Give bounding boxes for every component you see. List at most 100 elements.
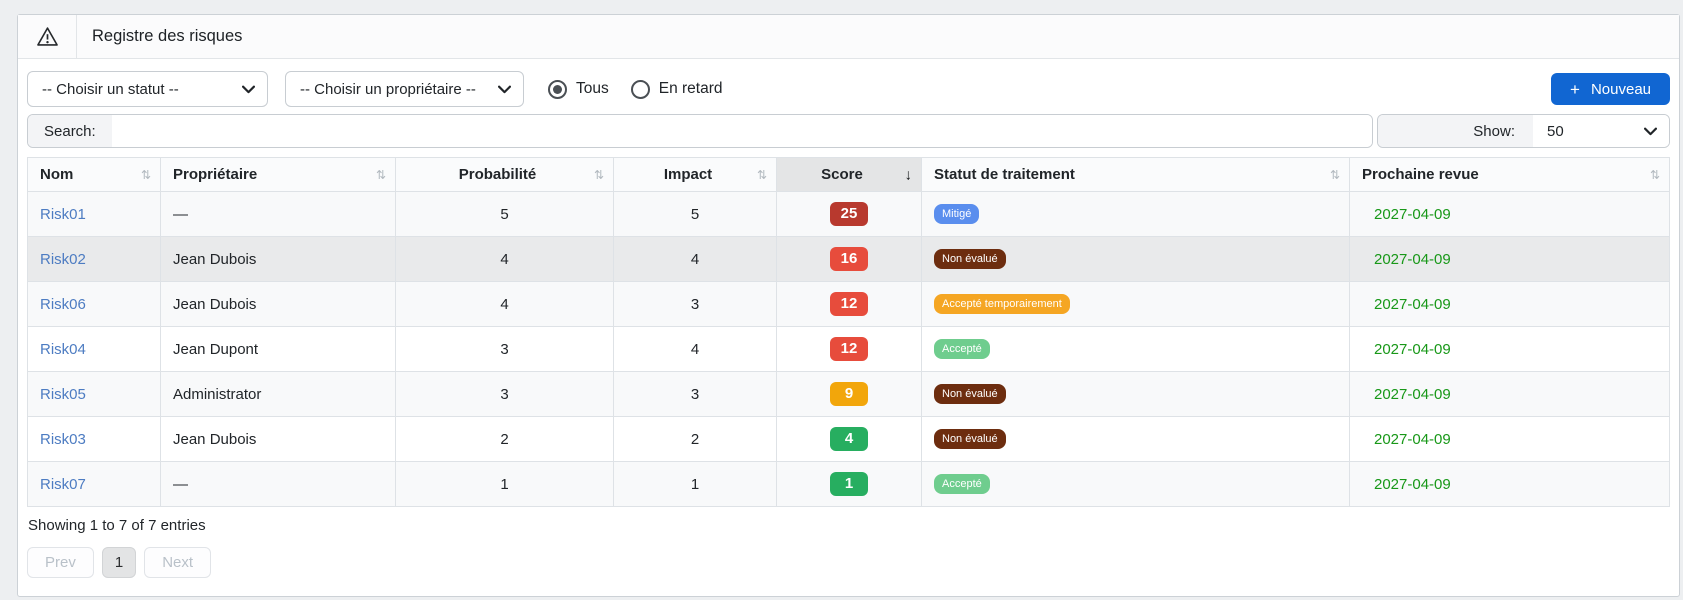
pagination-page-1-button[interactable]: 1 xyxy=(101,547,137,578)
risk-link[interactable]: Risk01 xyxy=(40,205,86,223)
show-group: Show: 50 xyxy=(1377,114,1670,148)
next-review-cell: 2027-04-09 xyxy=(1349,461,1670,507)
score-badge: 25 xyxy=(830,202,868,226)
sort-icon: ⇅ xyxy=(1329,167,1340,182)
risk-table: Nom ⇅ Propriétaire ⇅ Probabilité ⇅ Imp xyxy=(27,157,1670,507)
statut-cell: Non évalué xyxy=(921,236,1350,282)
risk-link[interactable]: Risk07 xyxy=(40,475,86,493)
pagination: Prev 1 Next xyxy=(27,547,1670,578)
statut-cell: Mitigé xyxy=(921,191,1350,237)
column-header-score[interactable]: Score ↓ xyxy=(776,157,922,192)
score-badge: 1 xyxy=(830,472,868,496)
risk-name-cell: Risk07 xyxy=(27,461,161,507)
owner-cell: — xyxy=(160,191,396,237)
risk-link[interactable]: Risk06 xyxy=(40,295,86,313)
score-cell: 4 xyxy=(776,416,922,462)
score-badge: 9 xyxy=(830,382,868,406)
column-header-proprietaire[interactable]: Propriétaire ⇅ xyxy=(160,157,396,192)
new-risk-button-label: Nouveau xyxy=(1590,80,1651,98)
warning-icon xyxy=(36,27,58,46)
column-label: Statut de traitement xyxy=(934,166,1075,183)
radio-en-retard-label: En retard xyxy=(658,80,723,97)
score-cell: 1 xyxy=(776,461,922,507)
score-cell: 9 xyxy=(776,371,922,417)
sort-icon: ⇅ xyxy=(593,167,604,182)
column-label: Probabilité xyxy=(458,166,537,183)
owner-cell: Administrator xyxy=(160,371,396,417)
column-label: Propriétaire xyxy=(173,166,258,183)
impact-cell: 4 xyxy=(613,236,777,282)
entries-summary: Showing 1 to 7 of 7 entries xyxy=(28,517,206,534)
search-row: Search: Show: 50 xyxy=(27,114,1670,148)
impact-cell: 3 xyxy=(613,281,777,327)
score-badge: 12 xyxy=(830,292,868,316)
pagination-prev-button[interactable]: Prev xyxy=(27,547,94,578)
statut-badge: Accepté xyxy=(934,474,990,494)
score-cell: 16 xyxy=(776,236,922,282)
column-header-statut[interactable]: Statut de traitement ⇅ xyxy=(921,157,1350,192)
sort-icon: ⇅ xyxy=(140,167,151,182)
owner-filter-value: -- Choisir un propriétaire -- xyxy=(300,80,476,98)
chevron-down-icon xyxy=(242,85,255,93)
sort-icon: ⇅ xyxy=(375,167,386,182)
table-row: Risk05 Administrator 3 3 9 Non évalué 2027-04-… xyxy=(27,371,1670,417)
owner-cell: Jean Dupont xyxy=(160,326,396,372)
score-badge: 16 xyxy=(830,247,868,271)
statut-cell: Non évalué xyxy=(921,416,1350,462)
next-review-cell: 2027-04-09 xyxy=(1349,416,1670,462)
risk-link[interactable]: Risk05 xyxy=(40,385,86,403)
probability-cell: 4 xyxy=(395,281,614,327)
table-row: Risk04 Jean Dupont 3 4 12 Accepté 2027-04-09 xyxy=(27,326,1670,372)
search-input[interactable] xyxy=(111,115,1372,147)
table-row: Risk02 Jean Dubois 4 4 16 Non évalué 2027-04-0… xyxy=(27,236,1670,282)
score-cell: 25 xyxy=(776,191,922,237)
probability-cell: 1 xyxy=(395,461,614,507)
risk-link[interactable]: Risk03 xyxy=(40,430,86,448)
score-cell: 12 xyxy=(776,281,922,327)
column-header-nom[interactable]: Nom ⇅ xyxy=(27,157,161,192)
table-row: Risk03 Jean Dubois 2 2 4 Non évalué 2027-04-09 xyxy=(27,416,1670,462)
card-body: -- Choisir un statut -- -- Choisir un pr… xyxy=(18,59,1679,578)
statut-cell: Accepté xyxy=(921,461,1350,507)
table-row: Risk06 Jean Dubois 4 3 12 Accepté temporairem… xyxy=(27,281,1670,327)
statut-badge: Non évalué xyxy=(934,249,1006,269)
statut-cell: Accepté xyxy=(921,326,1350,372)
column-label: Nom xyxy=(40,166,74,183)
show-label: Show: xyxy=(1378,115,1533,147)
column-header-probabilite[interactable]: Probabilité ⇅ xyxy=(395,157,614,192)
owner-filter-select[interactable]: -- Choisir un propriétaire -- xyxy=(285,71,524,107)
column-header-impact[interactable]: Impact ⇅ xyxy=(613,157,777,192)
probability-cell: 5 xyxy=(395,191,614,237)
owner-cell: Jean Dubois xyxy=(160,281,396,327)
probability-cell: 2 xyxy=(395,416,614,462)
sort-desc-icon: ↓ xyxy=(904,166,913,183)
risk-link[interactable]: Risk02 xyxy=(40,250,86,268)
card-header: Registre des risques xyxy=(18,15,1679,59)
page-size-select[interactable]: 50 xyxy=(1533,115,1669,147)
probability-cell: 3 xyxy=(395,371,614,417)
radio-tous[interactable] xyxy=(548,79,567,99)
risk-name-cell: Risk05 xyxy=(27,371,161,417)
risk-name-cell: Risk04 xyxy=(27,326,161,372)
radio-option-en-retard[interactable]: En retard xyxy=(630,79,723,99)
column-header-prochaine-revue[interactable]: Prochaine revue ⇅ xyxy=(1349,157,1670,192)
new-risk-button[interactable]: + Nouveau xyxy=(1551,73,1670,105)
chevron-down-icon xyxy=(498,85,511,93)
chevron-down-icon xyxy=(1644,127,1657,135)
owner-cell: Jean Dubois xyxy=(160,236,396,282)
radio-option-tous[interactable]: Tous xyxy=(548,79,609,99)
risk-link[interactable]: Risk04 xyxy=(40,340,86,358)
table-body: Risk01—5 5 25 Mitigé 2027-04-09 Risk02 Jean Du… xyxy=(27,191,1670,507)
plus-icon: + xyxy=(1570,79,1580,99)
status-filter-value: -- Choisir un statut -- xyxy=(42,80,179,98)
status-filter-select[interactable]: -- Choisir un statut -- xyxy=(27,71,268,107)
column-label: Score xyxy=(821,166,863,183)
risk-name-cell: Risk01 xyxy=(27,191,161,237)
owner-cell: — xyxy=(160,461,396,507)
filter-row: -- Choisir un statut -- -- Choisir un pr… xyxy=(27,71,1670,107)
probability-cell: 4 xyxy=(395,236,614,282)
radio-en-retard[interactable] xyxy=(630,79,650,99)
probability-cell: 3 xyxy=(395,326,614,372)
pagination-next-button[interactable]: Next xyxy=(144,547,212,578)
search-label: Search: xyxy=(28,115,112,147)
